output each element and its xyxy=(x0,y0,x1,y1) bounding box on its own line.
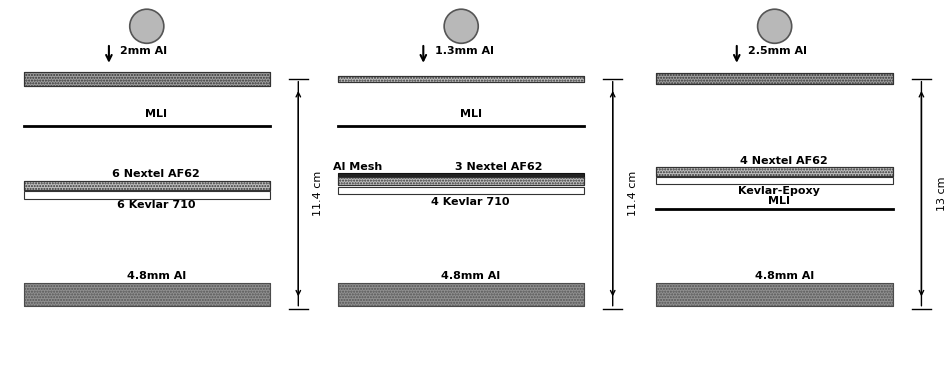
Ellipse shape xyxy=(758,9,792,43)
Text: 4 Kevlar 710: 4 Kevlar 710 xyxy=(432,197,509,207)
Bar xyxy=(338,187,584,194)
Text: Al Mesh: Al Mesh xyxy=(333,162,383,172)
Text: 4.8mm Al: 4.8mm Al xyxy=(755,271,813,280)
Bar xyxy=(338,283,584,306)
Text: 4.8mm Al: 4.8mm Al xyxy=(441,271,500,280)
Bar xyxy=(24,181,270,190)
Text: 11.4 cm: 11.4 cm xyxy=(313,171,324,216)
Bar xyxy=(24,72,270,86)
Text: 3 Nextel AF62: 3 Nextel AF62 xyxy=(456,162,543,172)
Text: 6 Kevlar 710: 6 Kevlar 710 xyxy=(117,201,195,210)
Bar xyxy=(338,283,584,306)
Bar xyxy=(656,177,893,184)
Text: 2mm Al: 2mm Al xyxy=(120,46,168,56)
Bar xyxy=(24,283,270,306)
Text: MLI: MLI xyxy=(768,196,791,206)
Text: MLI: MLI xyxy=(459,110,482,119)
Bar xyxy=(338,76,584,82)
Ellipse shape xyxy=(130,9,164,43)
Bar xyxy=(338,177,584,184)
Bar xyxy=(338,76,584,82)
Bar xyxy=(656,73,893,84)
Bar xyxy=(24,181,270,190)
Ellipse shape xyxy=(444,9,478,43)
Bar xyxy=(656,167,893,176)
Text: 4 Nextel AF62: 4 Nextel AF62 xyxy=(741,156,828,165)
Text: 13 cm: 13 cm xyxy=(937,176,947,211)
Bar xyxy=(24,191,270,199)
Text: 2.5mm Al: 2.5mm Al xyxy=(748,46,807,56)
Bar xyxy=(656,73,893,84)
Text: 4.8mm Al: 4.8mm Al xyxy=(127,271,186,280)
Text: 1.3mm Al: 1.3mm Al xyxy=(435,46,493,56)
Bar xyxy=(338,177,584,184)
Bar xyxy=(656,283,893,306)
Text: MLI: MLI xyxy=(145,110,168,119)
Bar xyxy=(24,283,270,306)
Bar xyxy=(656,283,893,306)
Text: Kevlar-Epoxy: Kevlar-Epoxy xyxy=(739,186,820,196)
Text: 6 Nextel AF62: 6 Nextel AF62 xyxy=(113,170,200,179)
Bar xyxy=(338,173,584,178)
Bar xyxy=(24,72,270,86)
Bar xyxy=(656,167,893,176)
Text: 11.4 cm: 11.4 cm xyxy=(628,171,638,216)
